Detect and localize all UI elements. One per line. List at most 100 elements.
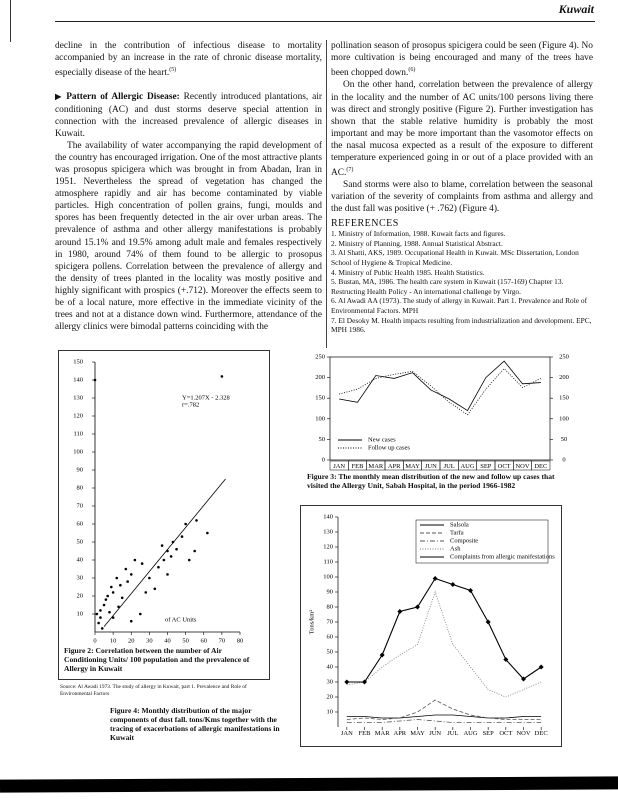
x-tick-label: 10	[110, 637, 117, 644]
marker	[415, 604, 420, 610]
point	[157, 565, 160, 569]
point	[169, 555, 173, 558]
x-tick-label: JUL	[447, 730, 458, 737]
point	[111, 591, 115, 594]
y2-tick-label: 250	[559, 353, 569, 360]
marker	[503, 657, 509, 662]
x-tick-label: JUN	[425, 463, 437, 470]
y-tick-label: 80	[77, 484, 84, 491]
x-tick-label: APR	[394, 730, 407, 737]
legend-frame	[415, 519, 549, 564]
point	[166, 573, 169, 576]
paragraph: The availability of water accompanying t…	[55, 140, 322, 334]
point	[124, 567, 128, 571]
x-tick-label: 20	[128, 637, 135, 644]
y-tick-label: 150	[315, 395, 325, 402]
margin-rule	[10, 0, 11, 42]
point	[106, 594, 109, 598]
paragraph: Sand storms were also to blame, correlat…	[331, 179, 593, 215]
figure-caption: Figure 3: The monthly mean distribution …	[307, 472, 555, 490]
text: decline in the contribution of infectiou…	[55, 41, 322, 79]
figure-source: Source: Al Awadi 1973. The study of alle…	[60, 684, 247, 697]
point	[193, 549, 196, 553]
y-tick-label: 120	[323, 543, 333, 550]
x-tick-label: JAN	[333, 463, 345, 470]
y-tick-label: 10	[327, 708, 334, 715]
x-tick-label: 60	[201, 637, 208, 644]
reference: 4. Ministry of Public Health 1985. Healt…	[331, 267, 485, 277]
y-tick-label: 140	[73, 376, 83, 383]
y-tick-label: 30	[77, 574, 84, 581]
y-tick-label: 90	[77, 466, 84, 473]
reference-list: 1. Ministry of Information, 1988. Kuwait…	[331, 229, 593, 335]
right-column: pollination season of prosopus spicigera…	[331, 40, 593, 352]
x-tick-label: OCT	[499, 730, 512, 737]
point	[129, 573, 133, 576]
legend-label: Ash	[450, 545, 461, 552]
point	[187, 558, 191, 562]
x-label: of AC Units	[165, 616, 197, 623]
paragraph: On the other hand, correlation between t…	[331, 79, 593, 179]
marker	[521, 676, 526, 682]
y-tick-label: 20	[77, 592, 84, 599]
y-tick-label: 40	[327, 663, 334, 670]
y-tick-label: 200	[315, 374, 325, 381]
marker	[468, 588, 473, 593]
point	[175, 547, 178, 551]
y-tick-label: 120	[73, 412, 83, 419]
marker	[344, 679, 350, 685]
figure-caption: Figure 2: Correlation between the number…	[64, 646, 250, 673]
x-tick-label: 50	[182, 637, 189, 644]
fit-line	[103, 478, 226, 627]
x-tick-label: JUN	[429, 730, 441, 737]
y-tick-label: 40	[77, 556, 84, 563]
y-tick-label: 60	[77, 520, 84, 527]
paragraph: decline in the contribution of infectiou…	[55, 40, 322, 79]
reference: 6. Al Awadi AA (1973). The study of alle…	[331, 296, 588, 315]
series-line	[346, 714, 542, 719]
point	[139, 612, 142, 616]
figure-2-chart: 10 20 30 40 50 60 70 80 90 100 110 120 130 140 150 0 10 2…	[73, 358, 243, 644]
bottom-bar	[0, 776, 618, 793]
x-tick-label: FEB	[359, 730, 372, 737]
point	[117, 605, 120, 609]
point	[100, 627, 104, 630]
point	[195, 519, 198, 522]
x-tick-label: SEP	[480, 463, 492, 470]
point	[120, 596, 124, 600]
y-tick-label: 110	[73, 430, 83, 437]
series-line	[346, 719, 542, 723]
x-tick-label: SEP	[483, 730, 495, 737]
point	[95, 612, 99, 616]
note: (6)	[408, 67, 416, 74]
point	[115, 576, 119, 580]
point	[104, 598, 108, 601]
y-tick-label: 0	[322, 456, 325, 463]
point	[110, 585, 113, 589]
figure-3-chart: 0 50 100 150 200 250 0 50 100 150 200 250 JAN FEB MAR A…	[315, 353, 569, 471]
y-tick-label: 130	[323, 528, 333, 535]
x-tick-label: AUG	[463, 730, 477, 737]
x-tick-label: JAN	[341, 730, 353, 737]
reference: 1. Ministry of Information, 1988. Kuwait…	[331, 229, 506, 239]
y-tick-label: 50	[77, 538, 84, 545]
y-tick-label: 100	[323, 573, 333, 580]
column-rule	[326, 40, 327, 348]
y-tick-label: 90	[327, 588, 334, 595]
x-tick-label: JUL	[444, 463, 455, 470]
y-label: Tons/km²	[308, 610, 315, 635]
y-tick-label: 30	[327, 678, 334, 685]
point	[102, 603, 106, 607]
x-tick-label: NOV	[516, 730, 530, 737]
x-tick-label: AUG	[460, 463, 474, 470]
text: pollination season of prosopus spicigera…	[331, 41, 593, 79]
reference: 2. Ministry of Planning, 1988. Annual St…	[331, 238, 503, 248]
marker	[397, 609, 403, 614]
x-tick-label: OCT	[498, 463, 511, 470]
point	[160, 544, 164, 547]
y-tick-label: 100	[315, 415, 325, 422]
x-tick-label: MAY	[405, 463, 420, 470]
text: On the other hand, correlation between t…	[331, 80, 593, 179]
point	[108, 610, 111, 614]
